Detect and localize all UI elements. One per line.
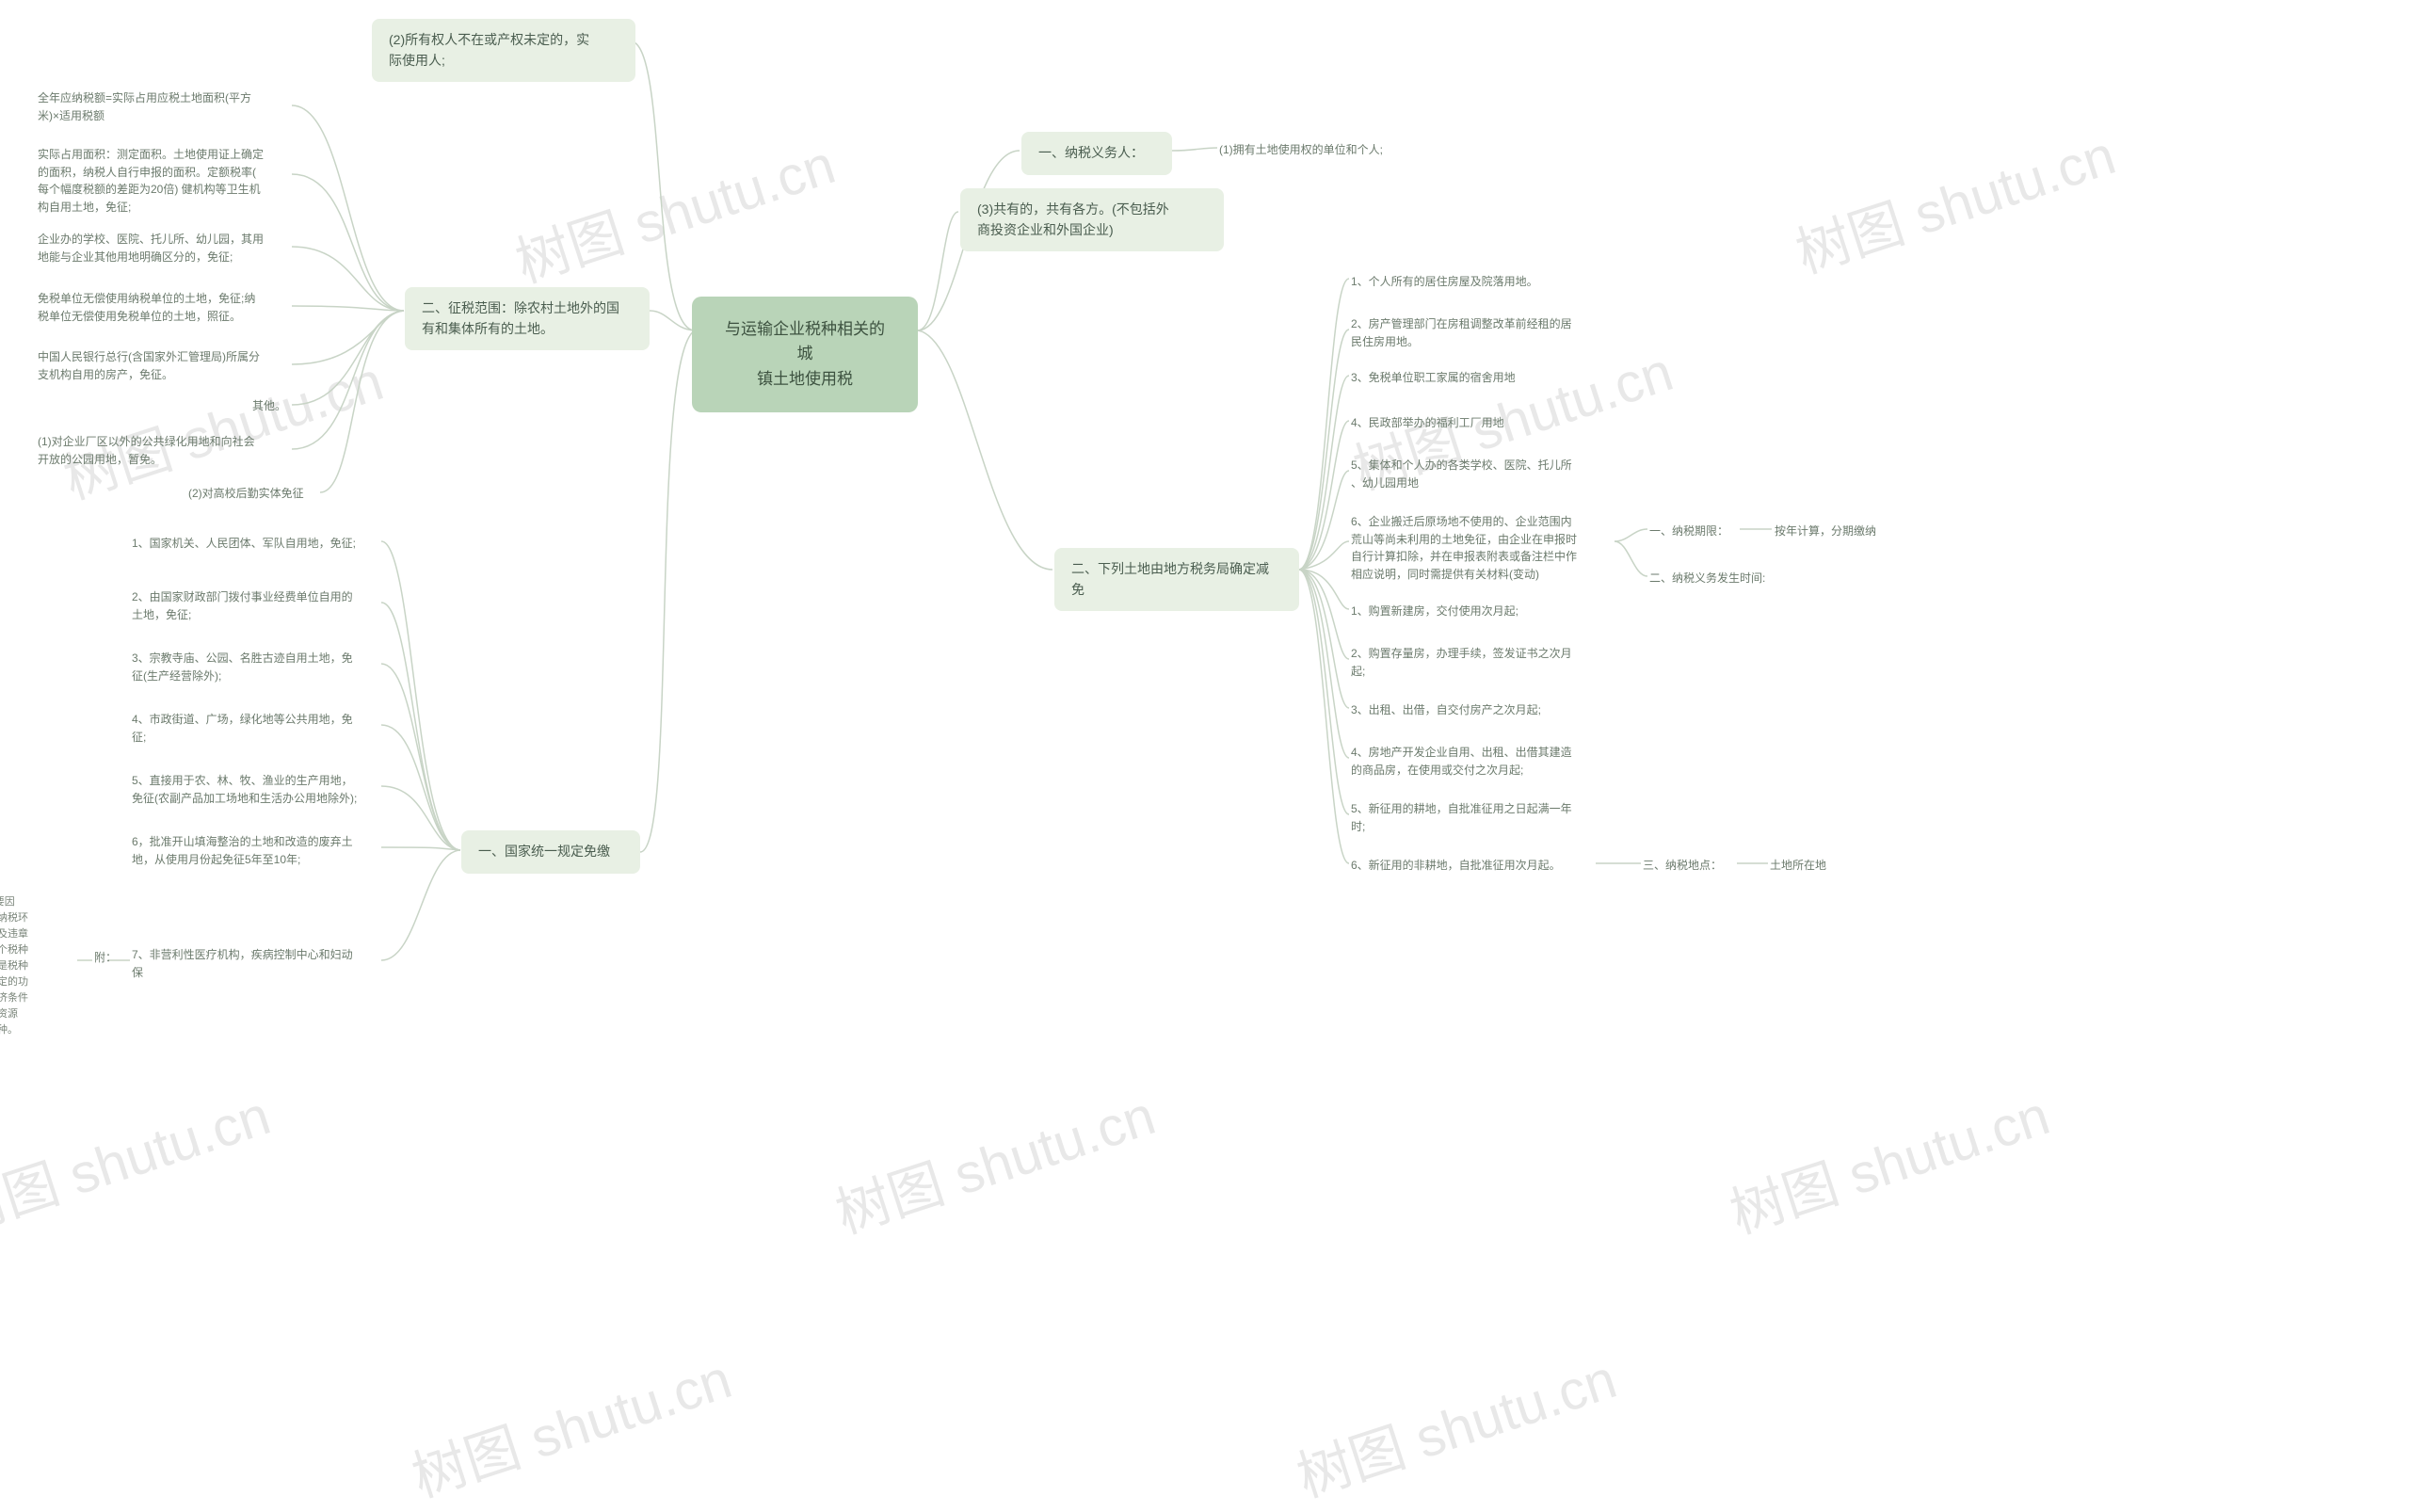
r3-item: 3、出租、出借，自交付房产之次月起; [1351,701,1541,719]
l3-item: 2、由国家财政部门拨付事业经费单位自用的土地，免征; [132,588,353,623]
branch-tax-scope: 二、征税范围：除农村土地外的国有和集体所有的土地。 [405,287,650,350]
r3-item: 3、免税单位职工家属的宿舍用地 [1351,369,1516,387]
watermark: 树图 shutu.cn [1286,1335,1625,1512]
branch-owner-absent: (2)所有权人不在或产权未定的，实际使用人; [372,19,635,82]
watermark: 树图 shutu.cn [1785,111,2124,288]
tax-location-value: 土地所在地 [1770,857,1826,875]
r3-item: 2、房产管理部门在房租调整改革前经租的居民住房用地。 [1351,315,1572,350]
mindmap-canvas: 树图 shutu.cn 树图 shutu.cn 树图 shutu.cn 树图 s… [0,0,2410,1475]
watermark: 树图 shutu.cn [825,1071,1164,1248]
l2-item: (2)对高校后勤实体免征 [188,485,304,503]
l3-item: 5、直接用于农、林、牧、渔业的生产用地，免征(农副产品加工场地和生活办公用地除外… [132,772,357,807]
center-topic: 与运输企业税种相关的城镇土地使用税 [692,297,918,412]
l2-item: (1)对企业厂区以外的公共绿化用地和向社会开放的公园用地，暂免。 [38,433,255,468]
tax-location-label: 三、纳税地点： [1643,857,1722,875]
r3-item: 2、购置存量房，办理手续，签发证书之次月起; [1351,645,1572,680]
branch-state-exempt: 一、国家统一规定免缴 [461,830,640,874]
l2-item: 企业办的学校、医院、托儿所、幼儿园，其用地能与企业其他用地明确区分的，免征; [38,231,264,265]
r3-item: 5、新征用的耕地，自批准征用之日起满一年时; [1351,800,1572,835]
r3-item: 4、民政部举办的福利工厂用地 [1351,414,1504,432]
l3-item: 1、国家机关、人民团体、军队自用地，免征; [132,535,356,553]
r3-item: 1、购置新建房，交付使用次月起; [1351,603,1518,620]
r3-item: 6、新征用的非耕地，自批准征用次月起。 [1351,857,1561,875]
taxpayer-sub: (1)拥有土地使用权的单位和个人; [1219,141,1383,159]
branch-joint-owner: (3)共有的，共有各方。(不包括外商投资企业和外国企业) [960,188,1224,251]
l3-item: 3、宗教寺庙、公园、名胜古迹自用土地，免征(生产经营除外); [132,650,353,684]
l2-item: 中国人民银行总行(含国家外汇管理局)所属分支机构自用的房产，免征。 [38,348,260,383]
branch-local-reduce: 二、下列土地由地方税务局确定减免 [1054,548,1299,611]
appendix-label: 附： [94,949,117,967]
l2-item: 全年应纳税额=实际占用应税土地面积(平方米)×适用税额 [38,89,251,124]
l2-item: 免税单位无偿使用纳税单位的土地，免征;纳税单位无偿使用免税单位的土地，照征。 [38,290,255,325]
l3-item: 4、市政街道、广场，绿化地等公共用地，免征; [132,711,353,746]
r3-item: 6、企业搬迁后原场地不使用的、企业范围内荒山等尚未利用的土地免征，由企业在申报时… [1351,513,1577,583]
branch-taxpayer: 一、纳税义务人： [1021,132,1172,175]
watermark: 树图 shutu.cn [505,121,844,298]
r3-item: 5、集体和个人办的各类学校、医院、托儿所、幼儿园用地 [1351,457,1572,491]
tax-deadline-value: 按年计算，分期缴纳 [1775,523,1876,540]
watermark: 树图 shutu.cn [0,1071,279,1248]
tax-deadline-label: 一、纳税期限： [1649,523,1728,540]
watermark: 树图 shutu.cn [401,1335,740,1512]
l2-item: 其他。 [252,397,286,415]
r3-item: 4、房地产开发企业自用、出租、出借其建造的商品房，在使用或交付之次月起; [1351,744,1572,779]
tax-obligation-time: 二、纳税义务发生时间: [1649,570,1765,587]
appendix-body: "税收种类"的简称，构成一个税种的主要因素有征税对象，纳税人、税目、税率、纳税环… [0,894,94,1038]
l2-item: 实际占用面积：测定面积。土地使用证上确定的面积，纳税人自行申报的面积。定额税率(… [38,146,264,216]
watermark: 树图 shutu.cn [1719,1071,2058,1248]
l3-item: 7、非营利性医疗机构，疾病控制中心和妇动保 [132,946,353,981]
r3-item: 1、个人所有的居住房屋及院落用地。 [1351,273,1538,291]
l3-item: 6，批准开山填海整治的土地和改造的废弃土地，从使用月份起免征5年至10年; [132,833,353,868]
